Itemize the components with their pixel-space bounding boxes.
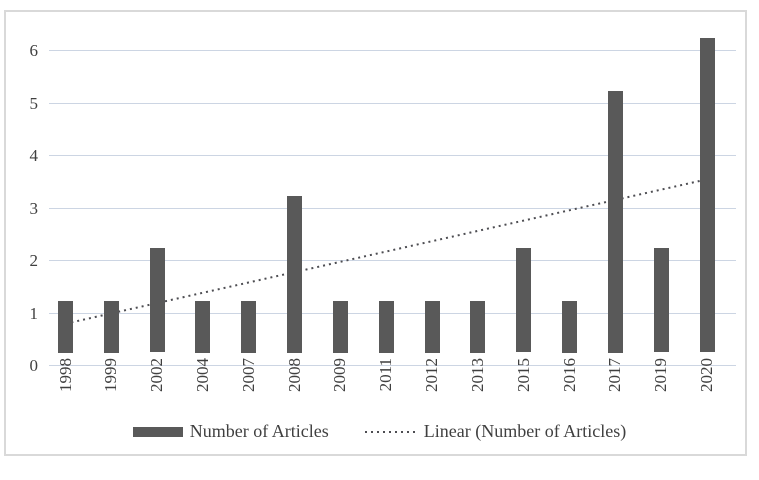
- gridline: [49, 155, 736, 156]
- bar: [654, 248, 669, 352]
- x-axis-tick-label: 1999: [101, 358, 120, 392]
- bar: [150, 248, 165, 352]
- gridline: [49, 208, 736, 209]
- y-axis-tick-label: 6: [29, 41, 39, 60]
- bar: [195, 301, 210, 353]
- bar-series-swatch-icon: [132, 426, 183, 437]
- y-axis-tick-label: 2: [29, 251, 39, 270]
- bar: [562, 301, 577, 353]
- x-axis-tick-label: 1998: [56, 358, 75, 392]
- gridline: [49, 365, 736, 366]
- y-axis-tick-label: 1: [29, 304, 39, 323]
- y-axis-tick-label: 0: [29, 356, 39, 375]
- gridline: [49, 103, 736, 104]
- x-axis-tick-label: 2002: [147, 358, 166, 392]
- legend-line-label: Linear (Number of Articles): [423, 421, 627, 441]
- legend: Number of Articles Linear (Number of Art…: [0, 421, 759, 442]
- x-axis-tick-label: 2008: [285, 358, 304, 392]
- bar: [58, 301, 73, 353]
- x-axis-tick-label: 2019: [651, 358, 670, 392]
- x-axis-tick-label: 2009: [330, 358, 349, 392]
- trendline-swatch-icon: [364, 430, 417, 433]
- bar: [379, 301, 394, 353]
- bar: [425, 301, 440, 353]
- x-axis-tick-label: 2004: [193, 358, 212, 392]
- legend-item-bars: Number of Articles: [132, 421, 329, 442]
- x-axis-tick-label: 2007: [239, 358, 258, 392]
- x-axis-tick-label: 2011: [376, 358, 395, 392]
- x-axis-tick-label: 2015: [514, 358, 533, 392]
- y-axis-tick-label: 3: [29, 199, 39, 218]
- bar: [104, 301, 119, 353]
- x-axis-tick-label: 2017: [605, 358, 624, 392]
- bar: [470, 301, 485, 353]
- bar: [608, 91, 623, 353]
- bar: [333, 301, 348, 353]
- bar: [700, 38, 715, 352]
- x-axis-tick-label: 2016: [560, 358, 579, 392]
- bar: [241, 301, 256, 353]
- x-axis-tick-label: 2020: [697, 358, 716, 392]
- bar: [287, 196, 302, 353]
- y-axis-tick-label: 5: [29, 94, 39, 113]
- legend-item-trendline: Linear (Number of Articles): [364, 421, 627, 442]
- bar: [516, 248, 531, 352]
- gridline: [49, 50, 736, 51]
- x-axis-tick-label: 2012: [422, 358, 441, 392]
- legend-bar-label: Number of Articles: [189, 421, 329, 441]
- x-axis-tick-label: 2013: [468, 358, 487, 392]
- y-axis-tick-label: 4: [29, 146, 39, 165]
